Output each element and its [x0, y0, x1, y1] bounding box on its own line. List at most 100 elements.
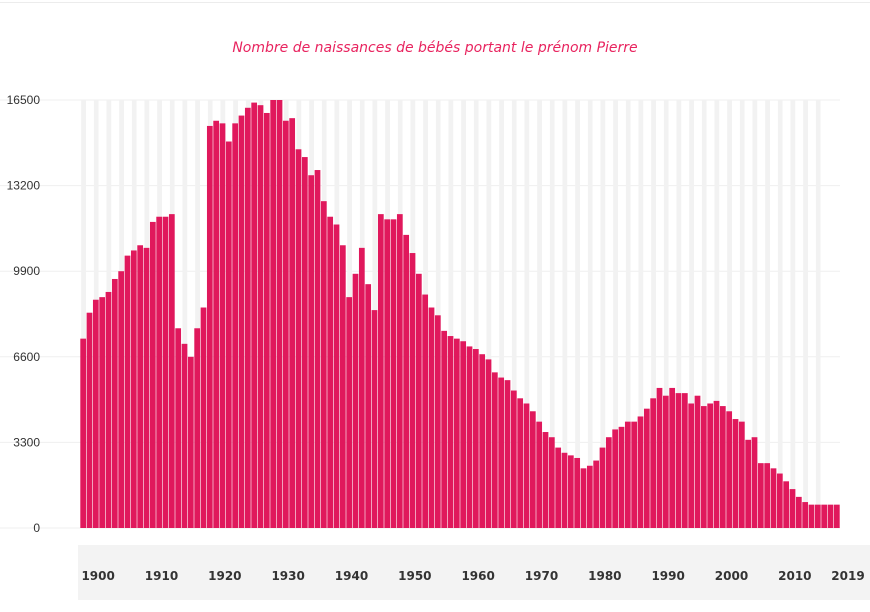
bar-1921: [213, 120, 220, 528]
bar-1936: [308, 175, 315, 528]
column-bg: [790, 100, 796, 528]
bar-1908: [130, 250, 137, 528]
bar-1957: [441, 330, 448, 528]
bar-1918: [194, 328, 201, 528]
bar-1975: [555, 447, 562, 528]
column-bg: [195, 100, 200, 528]
bar-1977: [567, 455, 574, 528]
bar-1962: [472, 349, 479, 528]
x-tick-label: 1970: [525, 569, 558, 583]
y-axis-ticks: 0 3300 6600 9900 13200 16500: [7, 93, 41, 535]
bar-1970: [523, 403, 530, 528]
column-bg: [803, 100, 808, 528]
bar-1961: [466, 346, 473, 528]
column-bg: [524, 100, 530, 528]
bar-1969: [517, 398, 524, 528]
bar-1903: [99, 297, 106, 528]
x-tick-label: 1910: [145, 569, 178, 583]
column-bg: [701, 100, 707, 528]
column-bg: [663, 100, 669, 528]
bar-1985: [618, 426, 625, 528]
bar-1964: [485, 359, 492, 528]
column-bg: [435, 100, 441, 528]
chart-title: Nombre de naissances de bébés portant le…: [232, 40, 638, 56]
bar-2003: [732, 419, 739, 528]
column-bg: [81, 100, 86, 528]
x-tick-label: 1920: [208, 569, 241, 583]
bar-1973: [542, 432, 549, 528]
bar-2002: [726, 411, 733, 528]
bar-2019: [833, 504, 840, 528]
column-bg: [777, 100, 783, 528]
column-bg: [182, 100, 188, 528]
column-bg: [549, 100, 555, 528]
bar-1901: [86, 312, 93, 528]
bar-1967: [504, 380, 511, 528]
column-bg: [613, 100, 618, 528]
x-tick-label: 1990: [651, 569, 684, 583]
bar-1940: [333, 224, 340, 528]
column-bg: [752, 100, 758, 528]
bar-1917: [187, 356, 194, 528]
column-bg: [689, 100, 694, 528]
bar-1916: [181, 343, 188, 528]
column-bg: [587, 100, 593, 528]
bar-1999: [707, 403, 714, 528]
bar-1945: [365, 284, 372, 528]
column-bg: [651, 100, 656, 528]
bar-1944: [358, 247, 365, 528]
bar-2006: [751, 437, 758, 528]
bar-1997: [694, 395, 701, 528]
bar-2018: [827, 504, 834, 528]
x-axis-band: [78, 545, 870, 600]
bar-2004: [738, 421, 745, 528]
bar-1952: [409, 253, 416, 528]
bar-1928: [257, 105, 264, 529]
bar-1947: [377, 214, 384, 528]
bar-1995: [681, 393, 688, 528]
bar-1909: [137, 245, 144, 528]
column-bg: [727, 100, 732, 528]
bar-1939: [327, 216, 334, 528]
x-tick-label: 1940: [335, 569, 368, 583]
bar-1915: [175, 328, 182, 528]
bar-2014: [802, 502, 809, 528]
bar-1976: [561, 452, 568, 528]
x-tick-label: 1980: [588, 569, 621, 583]
bar-1988: [637, 416, 644, 528]
bar-1979: [580, 468, 587, 528]
bar-1902: [92, 299, 99, 528]
bar-1978: [574, 457, 581, 528]
column-bg: [537, 100, 542, 528]
x-tick-label: 1950: [398, 569, 431, 583]
y-tick-label: 3300: [13, 435, 40, 449]
x-tick-label: 1900: [81, 569, 114, 583]
bar-1950: [396, 214, 403, 528]
column-bg: [600, 100, 606, 528]
bar-1959: [453, 338, 460, 528]
bar-2013: [795, 496, 802, 528]
bar-1958: [447, 336, 454, 528]
column-bg: [739, 100, 745, 528]
bar-1913: [162, 216, 169, 528]
bar-1991: [656, 387, 663, 528]
bar-1949: [390, 219, 397, 528]
bars: [80, 100, 840, 529]
bar-1906: [118, 271, 125, 528]
column-bg: [676, 100, 682, 528]
bar-1968: [510, 390, 517, 528]
x-axis-ticks: 1900 1910 1920 1930 1940 1950 1960 1970 1980 1990…: [81, 569, 864, 583]
bar-1986: [624, 421, 631, 528]
bar-1982: [599, 447, 606, 528]
bar-2015: [808, 504, 815, 528]
bar-1934: [295, 149, 302, 528]
bar-1993: [669, 387, 676, 528]
bar-1911: [149, 221, 156, 528]
bar-1951: [403, 234, 410, 529]
bar-1935: [301, 157, 308, 529]
column-bg: [461, 100, 466, 528]
bar-1922: [219, 123, 226, 528]
bar-1919: [200, 307, 207, 528]
column-bg: [486, 100, 492, 528]
y-tick-label: 9900: [13, 264, 40, 278]
